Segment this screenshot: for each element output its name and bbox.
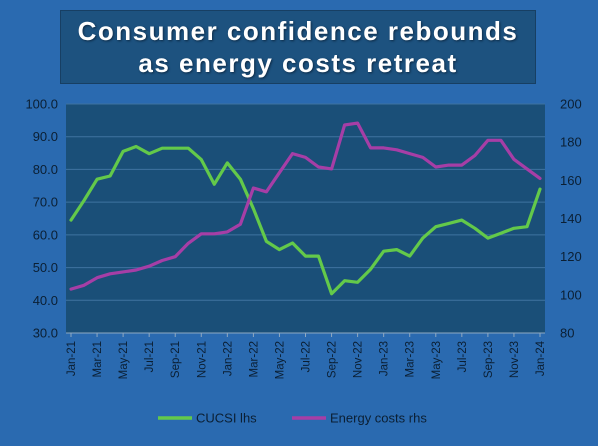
y-left-tick-label: 30.0 <box>33 326 58 341</box>
x-tick-label: May-22 <box>274 341 286 379</box>
y-left-tick-label: 100.0 <box>25 97 58 112</box>
x-tick-label: Nov-21 <box>196 341 208 378</box>
y-left-tick-label: 80.0 <box>33 162 58 177</box>
x-tick-label: Jan-22 <box>222 341 234 376</box>
x-tick-label: May-23 <box>431 341 443 379</box>
y-right-tick-label: 80 <box>560 326 574 341</box>
y-right-tick-label: 200 <box>560 97 582 112</box>
x-tick-label: Sep-21 <box>170 341 182 378</box>
y-right-tick-label: 100 <box>560 287 582 302</box>
x-tick-label: Mar-21 <box>92 341 104 377</box>
y-right-tick-label: 160 <box>560 173 582 188</box>
chart-title-line-2: as energy costs retreat <box>138 48 458 78</box>
y-right-tick-label: 120 <box>560 249 582 264</box>
y-left-tick-label: 90.0 <box>33 129 58 144</box>
x-tick-label: Jan-21 <box>66 341 78 376</box>
chart-title-line-1: Consumer confidence rebounds <box>77 16 519 46</box>
legend: CUCSI lhs Energy costs rhs <box>158 411 427 426</box>
x-tick-label: Nov-22 <box>353 341 365 378</box>
y-right-tick-label: 180 <box>560 135 582 150</box>
x-tick-label: Sep-23 <box>483 341 495 378</box>
y-left-tick-label: 70.0 <box>33 195 58 210</box>
x-tick-label: Jan-23 <box>379 341 391 376</box>
y-axis-left: 30.0 40.0 50.0 60.0 70.0 80.0 90.0 100.0 <box>25 97 58 341</box>
x-tick-label: Jul-23 <box>457 341 469 372</box>
y-left-tick-label: 40.0 <box>33 293 58 308</box>
y-left-tick-label: 50.0 <box>33 260 58 275</box>
y-left-tick-label: 60.0 <box>33 227 58 242</box>
legend-cucsi-label: CUCSI lhs <box>196 411 257 426</box>
series-lines <box>69 121 542 296</box>
x-tick-label: Jan-24 <box>535 340 547 376</box>
y-right-tick-label: 140 <box>560 211 582 226</box>
chart-title-box: Consumer confidence rebounds as energy c… <box>60 10 536 84</box>
legend-energy-label: Energy costs rhs <box>330 411 427 426</box>
cucsi-series-line <box>69 144 542 296</box>
x-tick-label: Nov-23 <box>509 341 521 378</box>
x-tick-label: Jul-21 <box>144 341 156 372</box>
y-axis-right: 80 100 120 140 160 180 200 <box>560 97 582 341</box>
plot-area <box>66 104 545 333</box>
x-tick-label: Mar-23 <box>405 341 417 377</box>
x-tick-label: Mar-22 <box>248 341 260 377</box>
x-tick-label: May-21 <box>118 341 130 379</box>
x-axis: Jan-21 Mar-21 May-21 Jul-21 Sep-21 Nov-21 Jan-… <box>66 332 547 379</box>
x-tick-label: Sep-22 <box>327 341 339 378</box>
x-tick-label: Jul-22 <box>301 341 313 372</box>
energy-series-line <box>69 121 542 291</box>
